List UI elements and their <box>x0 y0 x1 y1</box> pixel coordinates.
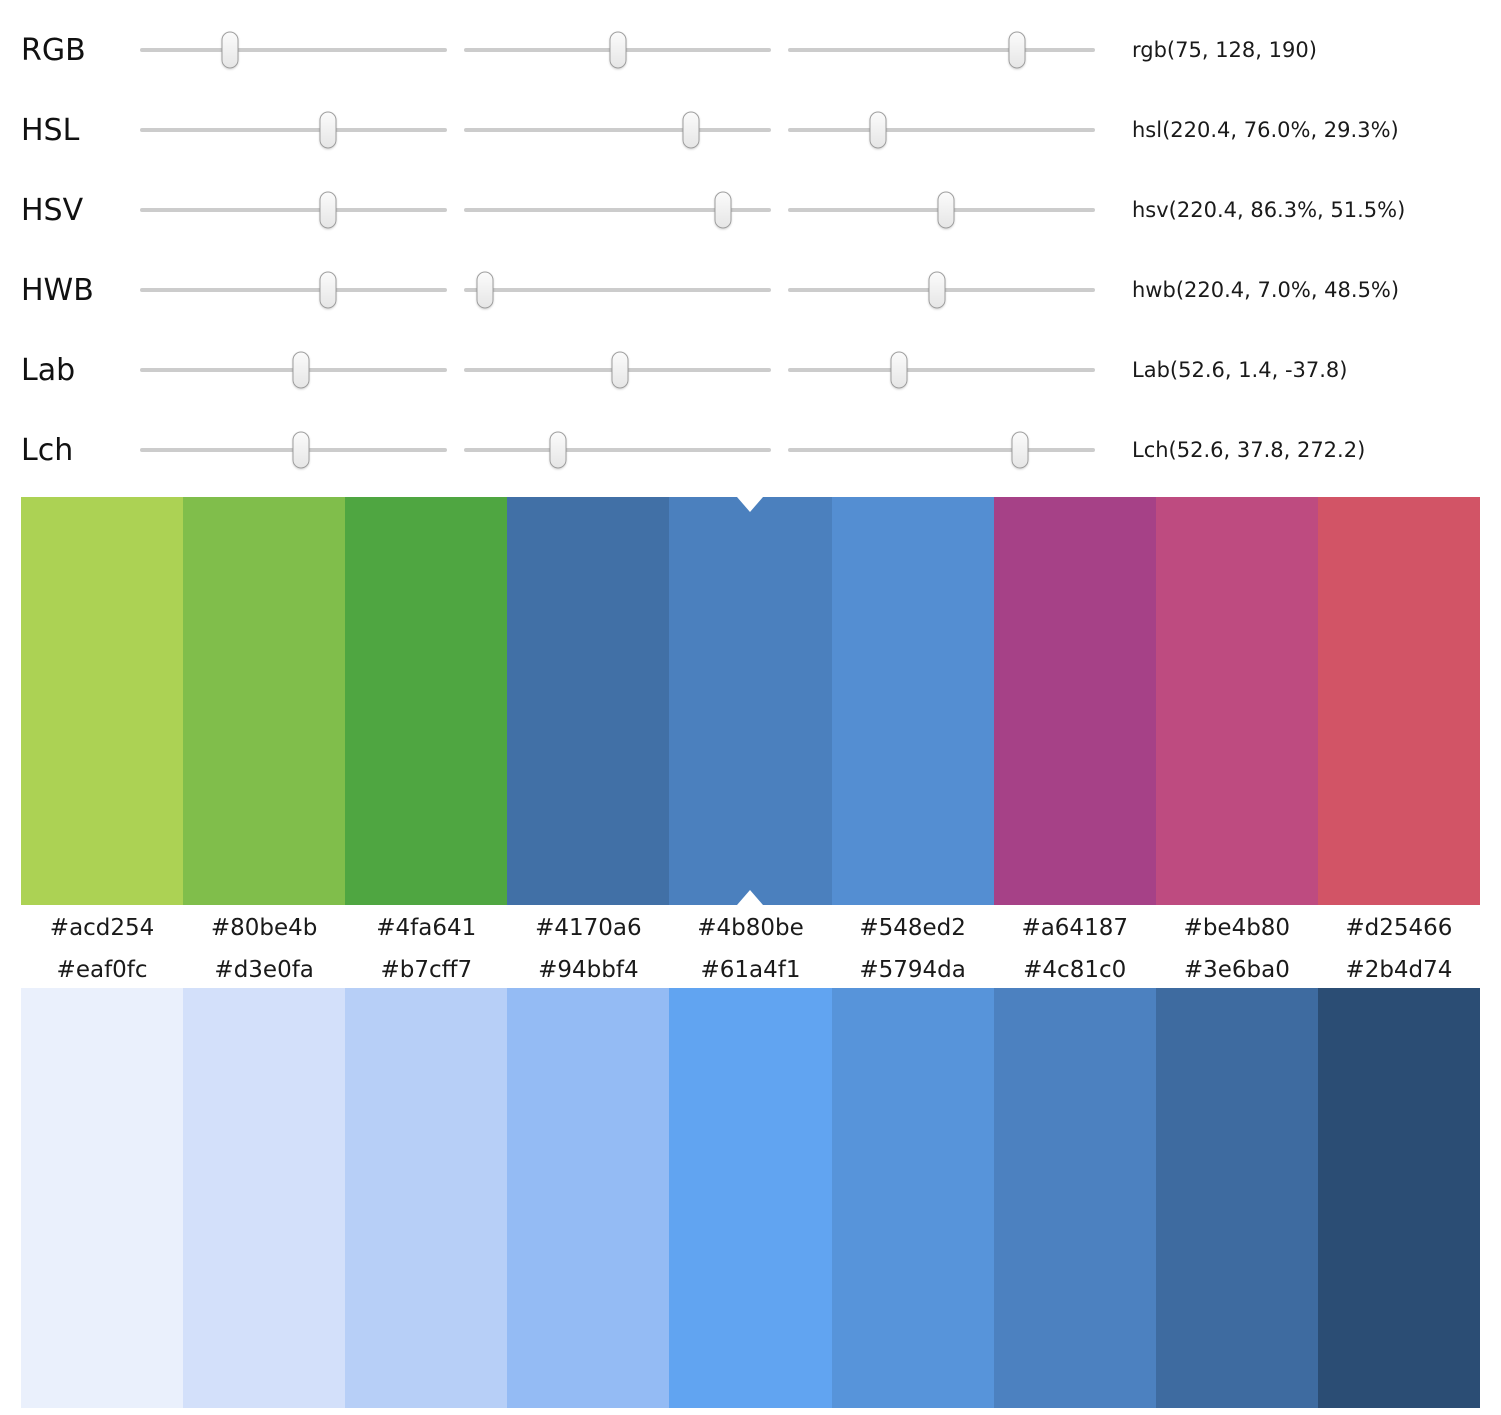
slider-row-hsv: HSV hsv(220.4, 86.3%, 51.5%) <box>0 170 1501 250</box>
lch-chroma-slider-handle[interactable] <box>549 431 567 469</box>
hwb-label: HWB <box>21 272 94 308</box>
hex-label: #80be4b <box>210 915 318 941</box>
shade-swatch-1[interactable] <box>21 988 184 1408</box>
rgb-label: RGB <box>21 32 86 68</box>
shade-swatch-3[interactable] <box>345 988 508 1408</box>
hsv-label: HSV <box>21 192 84 228</box>
lab-value-label: Lab(52.6, 1.4, -37.8) <box>1132 358 1348 382</box>
hwb-whiteness-slider-handle[interactable] <box>476 271 494 309</box>
hsl-lightness-slider-handle[interactable] <box>869 111 887 149</box>
hwb-hue-slider-handle[interactable] <box>319 271 337 309</box>
rgb-green-slider-track[interactable] <box>464 31 771 69</box>
hwb-whiteness-slider-track[interactable] <box>464 271 771 309</box>
hwb-hue-slider-track[interactable] <box>140 271 447 309</box>
slider-row-hsl: HSL hsl(220.4, 76.0%, 29.3%) <box>0 90 1501 170</box>
hsl-value-label: hsl(220.4, 76.0%, 29.3%) <box>1132 118 1399 142</box>
lab-b-slider-track[interactable] <box>788 351 1095 389</box>
hex-label: #4b80be <box>697 915 804 941</box>
rgb-blue-slider-track[interactable] <box>788 31 1095 69</box>
hue-swatch-9[interactable] <box>1317 497 1480 905</box>
hsv-value-slider-track[interactable] <box>788 191 1095 229</box>
rgb-value-label: rgb(75, 128, 190) <box>1132 38 1317 62</box>
hex-label: #2b4d74 <box>1345 956 1453 983</box>
hex-label: #d25466 <box>1345 915 1453 941</box>
shade-swatch-7[interactable] <box>993 988 1156 1408</box>
lch-hue-slider-handle[interactable] <box>1011 431 1029 469</box>
shade-swatch-4[interactable] <box>507 988 670 1408</box>
hex-label: #61a4f1 <box>700 956 801 983</box>
hex-label: #acd254 <box>49 915 155 941</box>
lch-hue-slider-track[interactable] <box>788 431 1095 469</box>
shades-palette-labels: #eaf0fc #d3e0fa #b7cff7 #94bbf4 #61a4f1 … <box>21 951 1480 988</box>
hsv-hue-slider-track[interactable] <box>140 191 447 229</box>
shade-swatch-5[interactable] <box>669 988 832 1408</box>
lch-lightness-slider-track[interactable] <box>140 431 447 469</box>
shade-swatch-6[interactable] <box>831 988 994 1408</box>
hwb-value-label: hwb(220.4, 7.0%, 48.5%) <box>1132 278 1400 302</box>
lab-label: Lab <box>21 352 76 388</box>
hex-label: #5794da <box>859 956 966 983</box>
hex-label: #d3e0fa <box>214 956 314 983</box>
lab-a-slider-track[interactable] <box>464 351 771 389</box>
hue-swatch-5-selected[interactable] <box>669 497 832 905</box>
hwb-blackness-slider-handle[interactable] <box>928 271 946 309</box>
hue-swatch-7[interactable] <box>993 497 1156 905</box>
hsl-lightness-slider-track[interactable] <box>788 111 1095 149</box>
rgb-green-slider-handle[interactable] <box>609 31 627 69</box>
hex-label: #a64187 <box>1021 915 1128 941</box>
hue-swatch-8[interactable] <box>1155 497 1318 905</box>
shade-swatch-8[interactable] <box>1155 988 1318 1408</box>
selected-color-marker-top <box>737 497 764 512</box>
hex-label: #4c81c0 <box>1023 956 1127 983</box>
shades-palette <box>21 988 1480 1408</box>
rgb-red-slider-handle[interactable] <box>221 31 239 69</box>
lab-b-slider-handle[interactable] <box>890 351 908 389</box>
slider-row-lch: Lch Lch(52.6, 37.8, 272.2) <box>0 410 1501 490</box>
lab-a-slider-handle[interactable] <box>611 351 629 389</box>
hex-label: #3e6ba0 <box>1183 956 1290 983</box>
hue-palette-labels: #acd254 #80be4b #4fa641 #4170a6 #4b80be … <box>21 905 1480 951</box>
lch-value-label: Lch(52.6, 37.8, 272.2) <box>1132 438 1366 462</box>
selected-color-marker-bottom <box>737 890 764 905</box>
hue-swatch-2[interactable] <box>183 497 346 905</box>
hue-swatch-6[interactable] <box>831 497 994 905</box>
rgb-red-slider-track[interactable] <box>140 31 447 69</box>
hue-swatch-3[interactable] <box>345 497 508 905</box>
hwb-blackness-slider-track[interactable] <box>788 271 1095 309</box>
slider-row-lab: Lab Lab(52.6, 1.4, -37.8) <box>0 330 1501 410</box>
hex-label: #eaf0fc <box>56 956 148 983</box>
slider-panel: RGB rgb(75, 128, 190) HSL hsl(220 <box>0 0 1501 490</box>
lch-lightness-slider-handle[interactable] <box>292 431 310 469</box>
hsv-saturation-slider-track[interactable] <box>464 191 771 229</box>
hex-label: #4fa641 <box>376 915 477 941</box>
lab-lightness-slider-track[interactable] <box>140 351 447 389</box>
hex-label: #4170a6 <box>535 915 642 941</box>
hsl-hue-slider-track[interactable] <box>140 111 447 149</box>
hex-label: #94bbf4 <box>538 956 639 983</box>
hue-swatch-1[interactable] <box>21 497 184 905</box>
hex-label: #b7cff7 <box>380 956 473 983</box>
lch-chroma-slider-track[interactable] <box>464 431 771 469</box>
hsv-saturation-slider-handle[interactable] <box>714 191 732 229</box>
slider-row-rgb: RGB rgb(75, 128, 190) <box>0 10 1501 90</box>
hsl-saturation-slider-handle[interactable] <box>682 111 700 149</box>
rgb-blue-slider-handle[interactable] <box>1008 31 1026 69</box>
hsl-saturation-slider-track[interactable] <box>464 111 771 149</box>
hsl-hue-slider-handle[interactable] <box>319 111 337 149</box>
hue-swatch-4[interactable] <box>507 497 670 905</box>
hex-label: #be4b80 <box>1183 915 1291 941</box>
lab-lightness-slider-handle[interactable] <box>292 351 310 389</box>
hsv-hue-slider-handle[interactable] <box>319 191 337 229</box>
hue-palette <box>21 497 1480 905</box>
slider-row-hwb: HWB hwb(220.4, 7.0%, 48.5%) <box>0 250 1501 330</box>
hsv-value-slider-handle[interactable] <box>937 191 955 229</box>
hex-label: #548ed2 <box>859 915 966 941</box>
shade-swatch-2[interactable] <box>183 988 346 1408</box>
lch-label: Lch <box>21 432 74 468</box>
shade-swatch-9[interactable] <box>1317 988 1480 1408</box>
hsl-label: HSL <box>21 112 80 148</box>
hsv-value-label: hsv(220.4, 86.3%, 51.5%) <box>1132 198 1406 222</box>
